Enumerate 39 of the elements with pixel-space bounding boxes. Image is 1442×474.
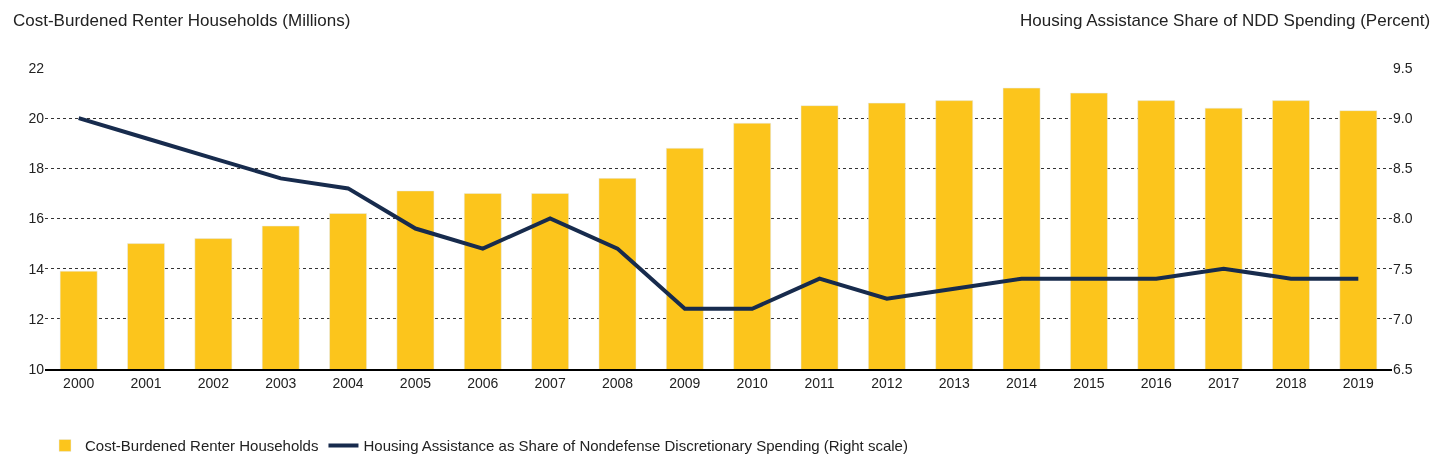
line-series [76,116,1361,311]
x-tick-label: 2012 [871,374,903,391]
x-tick-label: 2018 [1275,374,1307,391]
y2-axis-title: Housing Assistance Share of NDD Spending (Percent) [1020,11,1431,30]
y-tick-label: 16 [28,210,45,227]
x-tick-label: 2000 [63,374,95,391]
x-tick-label: 2019 [1342,374,1375,391]
y2-tick-label: 7.0 [1393,310,1413,327]
y-tick-label: 14 [28,260,45,277]
x-tick-label: 2013 [938,374,970,391]
x-tick-label: 2014 [1005,374,1038,391]
y2-tick-label: 7.5 [1393,260,1413,277]
y-tick-label: 20 [28,110,45,127]
y2-tick-label: 9.0 [1393,110,1413,127]
x-tick-label: 2011 [804,374,835,391]
y-tick-label: 10 [28,360,45,377]
y-axis-title: Cost-Burdened Renter Households (Millions) [13,11,351,30]
x-tick-label: 2006 [467,374,499,391]
y2-tick-label: 8.5 [1393,160,1413,177]
x-tick-label: 2005 [399,374,432,391]
x-tick-label: 2015 [1073,374,1105,391]
y2-tick-label: 6.5 [1393,360,1413,377]
legend-label: Cost-Burdened Renter Households [85,437,319,455]
x-tick-label: 2008 [601,374,634,391]
y2-tick-label: 9.5 [1393,59,1413,76]
x-tick-label: 2016 [1140,374,1173,391]
x-tick-label: 2017 [1208,374,1240,391]
x-tick-label: 2003 [265,374,297,391]
y-tick-label: 18 [28,160,45,177]
y-tick-label: 22 [28,59,45,76]
y2-tick-label: 8.0 [1393,210,1413,227]
y-tick-label: 12 [28,310,45,327]
x-tick-label: 2004 [332,374,364,391]
x-tick-label: 2001 [130,374,162,391]
x-tick-label: 2007 [534,374,566,391]
x-tick-label: 2010 [736,374,768,391]
x-tick-label: 2009 [669,374,701,391]
legend-label: Housing Assistance as Share of Nondefense Discretionary Spending (Right scale) [363,437,908,455]
x-tick-label: 2002 [197,374,230,391]
